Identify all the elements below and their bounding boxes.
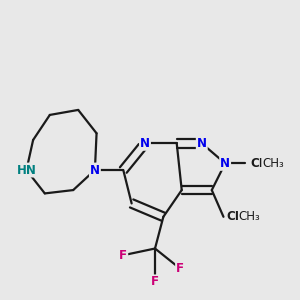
Text: CH₃: CH₃ [238,210,260,223]
Text: N: N [220,157,230,170]
Text: N: N [90,164,100,176]
Text: HN: HN [16,164,36,176]
Text: CH₃: CH₃ [262,157,283,170]
Text: CH₃: CH₃ [226,210,250,223]
Text: F: F [119,249,127,262]
Text: N: N [197,137,207,150]
Text: CH₃: CH₃ [250,157,274,170]
Text: F: F [151,275,159,288]
Text: N: N [140,137,150,150]
Text: F: F [176,262,184,275]
